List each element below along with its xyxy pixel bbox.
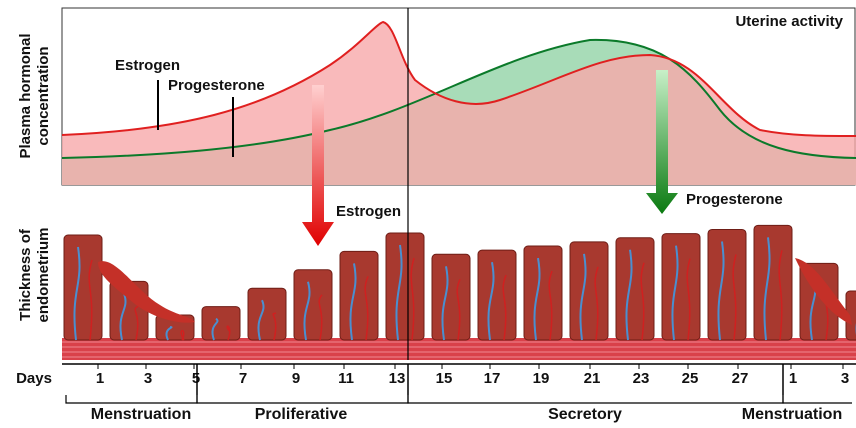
gland-column — [662, 234, 700, 340]
diagram: Estrogen Progesterone Uterine activity P… — [0, 0, 856, 428]
gland-gap — [564, 262, 569, 320]
gland-column — [524, 246, 562, 340]
gland-column — [386, 233, 424, 340]
gland-gap — [288, 290, 293, 320]
gland-gap — [656, 254, 661, 320]
arrow-label: Progesterone — [686, 191, 783, 208]
gland-gap — [794, 283, 799, 320]
day-label: 11 — [338, 370, 354, 387]
curve-label: Progesterone — [168, 77, 265, 94]
gland-gap — [196, 327, 201, 329]
gland-column — [478, 250, 516, 340]
panel-title: Uterine activity — [735, 13, 843, 30]
y-label: concentration — [35, 46, 52, 145]
y-label: endometrium — [35, 227, 52, 322]
gland-gap — [150, 335, 155, 337]
day-label: 13 — [389, 370, 406, 387]
gland-column — [248, 288, 286, 340]
days-label: Days — [16, 370, 52, 387]
gland-column — [294, 270, 332, 340]
gland-gap — [610, 258, 615, 320]
day-label: 9 — [292, 370, 300, 387]
gland-column — [64, 235, 102, 340]
day-label: 3 — [144, 370, 152, 387]
gland-column — [708, 229, 746, 340]
gland-gap — [472, 270, 477, 320]
day-label: 21 — [584, 370, 601, 387]
day-label: 19 — [533, 370, 550, 387]
day-label: 27 — [732, 370, 749, 387]
gland-gap — [380, 253, 385, 320]
gland-gap — [748, 245, 753, 320]
gland-gap — [104, 301, 109, 320]
phase-label: Proliferative — [255, 406, 348, 423]
endometrium — [62, 225, 856, 360]
gland-gap — [702, 249, 707, 320]
day-label: 5 — [192, 370, 200, 387]
gland-column — [202, 307, 240, 340]
phase-label: Secretory — [548, 406, 622, 423]
phase-label: Menstruation — [91, 406, 191, 423]
curve-label: Estrogen — [115, 57, 180, 74]
gland-column — [570, 242, 608, 340]
gland-column — [340, 251, 378, 340]
day-label: 1 — [96, 370, 104, 387]
gland-column — [616, 238, 654, 340]
day-label: 15 — [436, 370, 453, 387]
day-label: 7 — [239, 370, 247, 387]
y-label: Thickness of — [17, 228, 34, 321]
day-label: 3 — [841, 370, 849, 387]
gland-gap — [426, 274, 431, 320]
gland-column — [754, 225, 792, 340]
day-label: 17 — [484, 370, 501, 387]
y-label: Plasma hormonal — [17, 33, 34, 158]
day-label: 23 — [633, 370, 650, 387]
gland-gap — [242, 308, 247, 320]
gland-column — [432, 254, 470, 340]
phase-brackets — [66, 395, 852, 403]
gland-gap — [334, 271, 339, 320]
gland-gap — [518, 266, 523, 320]
day-label: 25 — [682, 370, 699, 387]
phase-label: Menstruation — [742, 406, 842, 423]
day-label: 1 — [789, 370, 797, 387]
arrow-label: Estrogen — [336, 203, 401, 220]
